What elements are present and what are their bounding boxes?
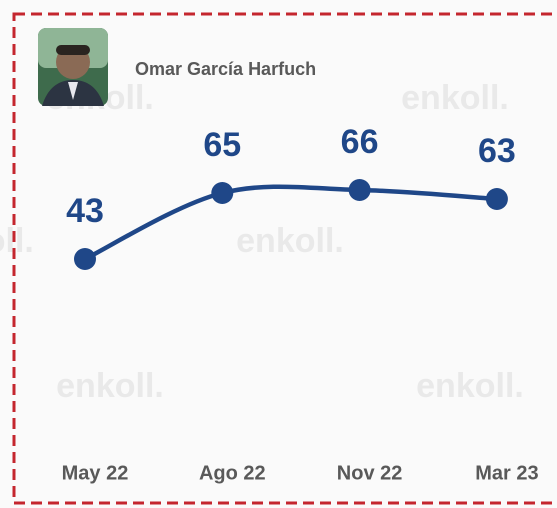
watermark: enkoll. [416, 367, 524, 405]
chart-title: Omar García Harfuch [135, 59, 316, 79]
x-tick-label: Ago 22 [199, 462, 266, 484]
data-label: 65 [203, 126, 241, 164]
point [211, 182, 233, 204]
point [349, 179, 371, 201]
watermark: enkoll. [401, 79, 509, 117]
x-tick-label: May 22 [62, 462, 129, 484]
chart: enkoll.enkoll.enkoll.enkoll.enkoll.enkol… [0, 0, 557, 508]
watermark: enkoll. [0, 222, 34, 260]
x-tick-label: Mar 23 [475, 462, 538, 484]
avatar [38, 28, 108, 106]
watermark: enkoll. [56, 367, 164, 405]
data-label: 63 [478, 132, 516, 170]
data-label: 66 [341, 123, 379, 161]
point [74, 248, 96, 270]
watermark: enkoll. [236, 222, 344, 260]
data-label: 43 [66, 192, 104, 230]
x-tick-label: Nov 22 [337, 462, 403, 484]
point [486, 188, 508, 210]
page: {"chart_data": {"type": "line", "title":… [0, 0, 557, 508]
